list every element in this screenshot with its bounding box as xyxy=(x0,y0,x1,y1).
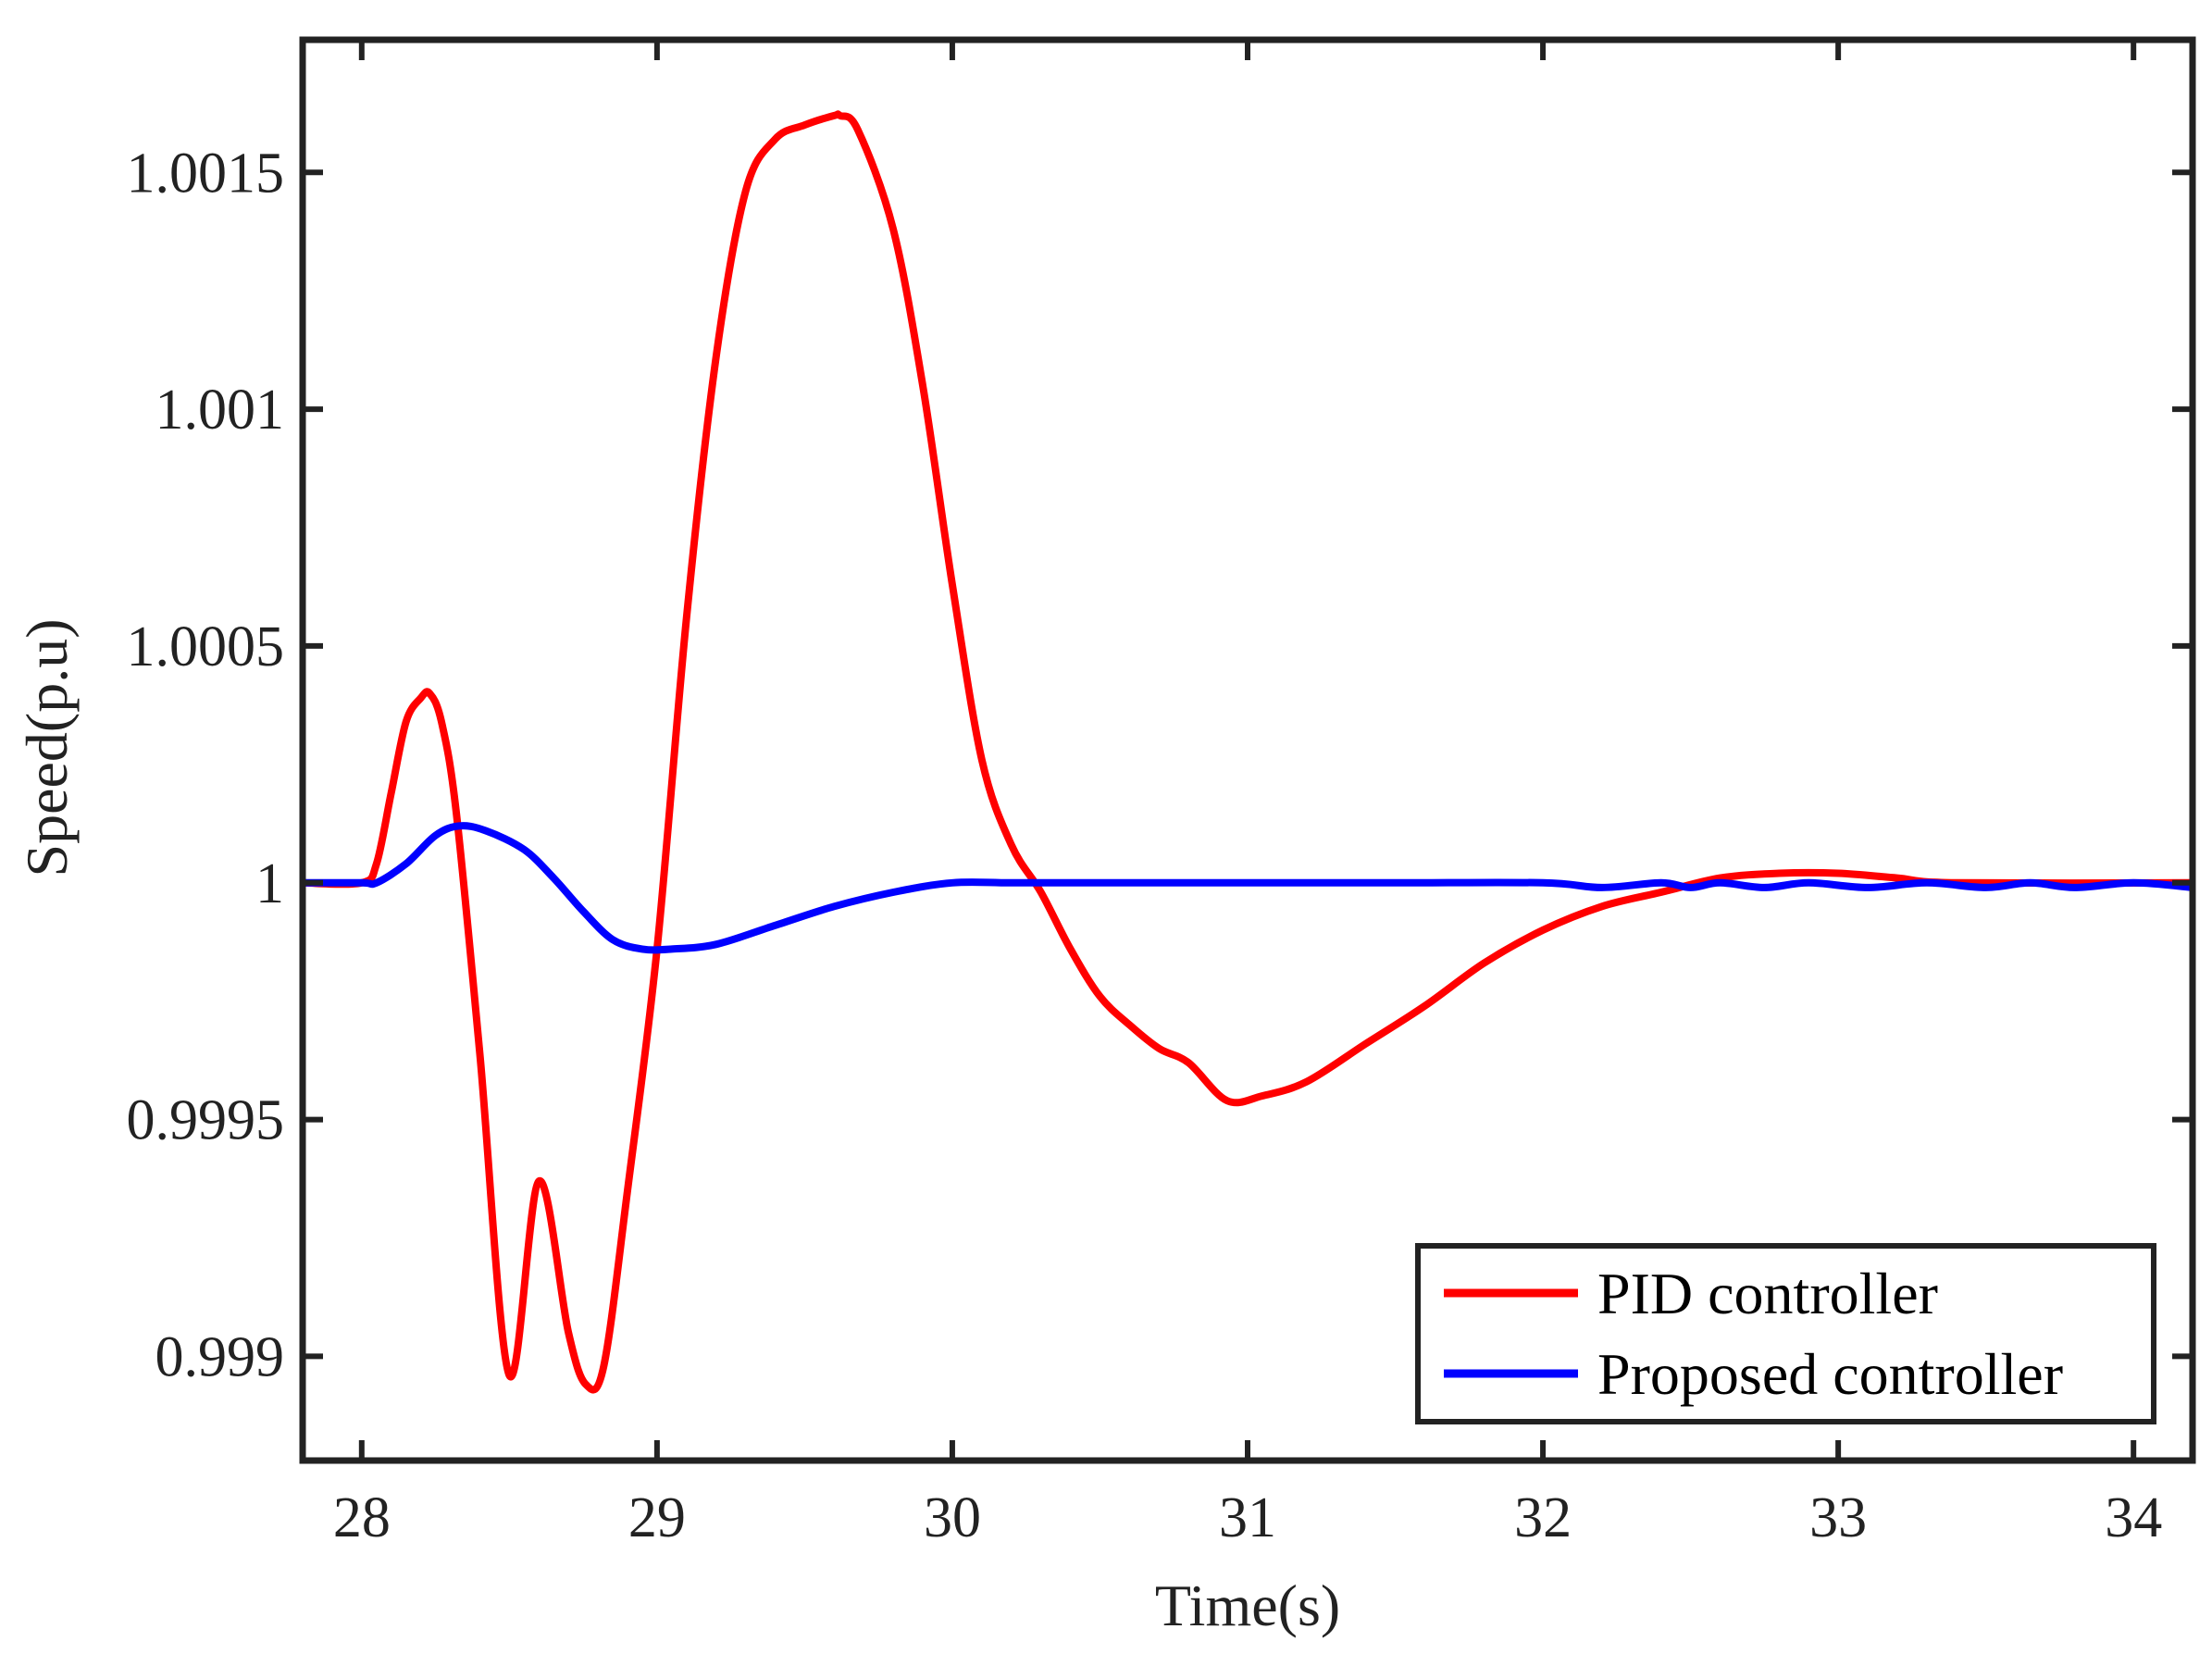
x-tick-label: 28 xyxy=(333,1486,391,1549)
y-axis: 0.999 0.9995 1 1.0005 1.001 1.0015 xyxy=(127,142,2193,1388)
legend-label-proposed: Proposed controller xyxy=(1597,1341,2063,1407)
y-tick-label: 0.999 xyxy=(155,1325,285,1388)
x-tick-label: 34 xyxy=(2105,1486,2162,1549)
x-tick-label: 30 xyxy=(924,1486,981,1549)
series-layer xyxy=(303,110,2193,1394)
x-tick-label: 31 xyxy=(1219,1486,1276,1549)
legend: PID controller Proposed controller xyxy=(1415,1243,2156,1424)
y-tick-label: 1.001 xyxy=(155,379,285,441)
x-tick-label: 33 xyxy=(1809,1486,1867,1549)
y-tick-label: 1 xyxy=(255,852,284,915)
y-tick-label: 1.0005 xyxy=(127,616,285,678)
y-axis-label: Speed(p.u) xyxy=(14,618,80,877)
x-axis: 28 29 30 31 32 33 34 xyxy=(333,40,2162,1549)
x-axis-label: Time(s) xyxy=(1155,1573,1340,1638)
legend-box xyxy=(1415,1243,2156,1424)
series-line-proposed xyxy=(303,822,2193,954)
y-tick-label: 0.9995 xyxy=(127,1089,285,1152)
series-line-pid xyxy=(303,110,2193,1394)
x-tick-label: 29 xyxy=(628,1486,686,1549)
y-tick-label: 1.0015 xyxy=(127,142,285,205)
legend-label-pid: PID controller xyxy=(1597,1261,1938,1326)
x-tick-label: 32 xyxy=(1514,1486,1572,1549)
